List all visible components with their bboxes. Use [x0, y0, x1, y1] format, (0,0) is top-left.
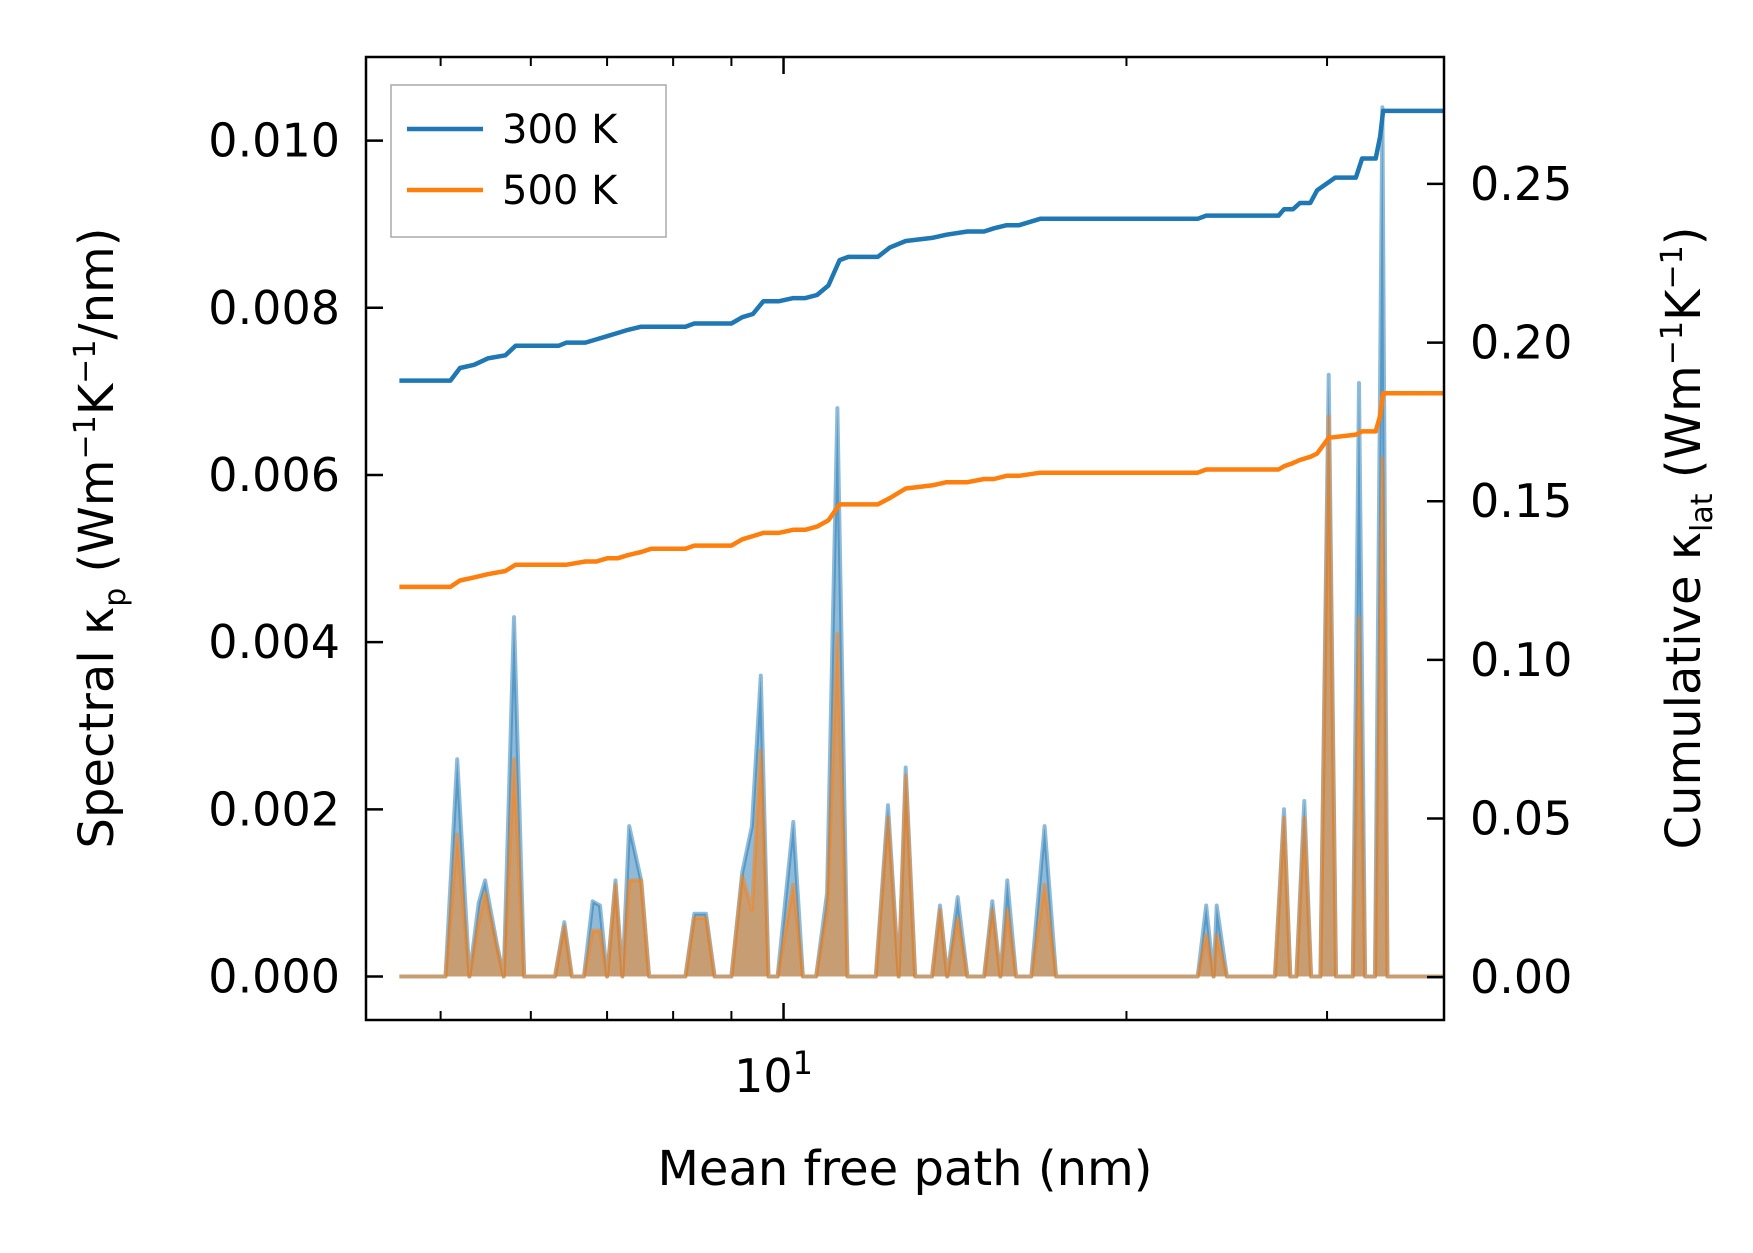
x-tick-label: 101	[734, 1044, 813, 1103]
y-left-tick-label: 0.008	[208, 281, 340, 335]
plot-frame	[364, 55, 1446, 1022]
y-right-tick-label: 0.10	[1470, 633, 1572, 687]
legend: 300 K 500 K	[390, 84, 667, 238]
y-left-title-pre: Spectral κ	[69, 607, 125, 849]
y-right-tick-label: 0.25	[1470, 157, 1572, 211]
y-axis-left-title: Spectral κp (Wm−1K−1/nm)	[68, 228, 133, 849]
legend-label-300k: 300 K	[502, 107, 619, 153]
y-left-title-units: (Wm	[69, 460, 125, 588]
y-right-title-post: )	[1656, 227, 1712, 246]
y-left-tick-label: 0.006	[208, 448, 340, 502]
x-axis-title: Mean free path (nm)	[658, 1141, 1153, 1197]
y-right-title-units: (Wm	[1656, 365, 1712, 493]
y-right-tick-label: 0.00	[1470, 950, 1572, 1004]
y-left-title-sup1: −1	[68, 415, 103, 459]
y-right-tick-label: 0.15	[1470, 474, 1572, 528]
y-left-title-k: K	[69, 382, 125, 415]
ticks-layer: 0.000 0.002 0.004 0.006 0.008 0.010 0.00 0.05 0.…	[208, 57, 1572, 1103]
y-left-title-sup2: −1	[68, 340, 103, 384]
y-right-title-sub: lat	[1685, 493, 1720, 532]
cumulative-series-layer	[399, 108, 1444, 590]
y-left-tick-label: 0.004	[208, 615, 340, 669]
y-right-title-sup2: −1	[1655, 245, 1690, 289]
spectral-line-500k	[399, 414, 1444, 979]
spectral-series-layer	[399, 105, 1444, 979]
y-right-tick-label: 0.05	[1470, 792, 1572, 846]
cumulative-line-300k	[399, 108, 1444, 383]
legend-label-500k: 500 K	[502, 168, 619, 214]
legend-box	[390, 84, 667, 238]
y-left-title-post: /nm)	[69, 228, 125, 340]
y-left-tick-label: 0.000	[208, 950, 340, 1004]
y-right-title-pre: Cumulative κ	[1656, 532, 1712, 850]
y-left-tick-label: 0.010	[208, 114, 340, 168]
y-right-tick-label: 0.20	[1470, 316, 1572, 370]
y-right-title-k: K	[1656, 288, 1712, 321]
y-left-title-sub: p	[98, 588, 133, 607]
y-left-tick-label: 0.002	[208, 782, 340, 836]
y-axis-right-title: Cumulative κlat (Wm−1K−1)	[1655, 227, 1720, 850]
cumulative-line-500k	[399, 391, 1444, 590]
y-right-title-sup1: −1	[1655, 321, 1690, 365]
